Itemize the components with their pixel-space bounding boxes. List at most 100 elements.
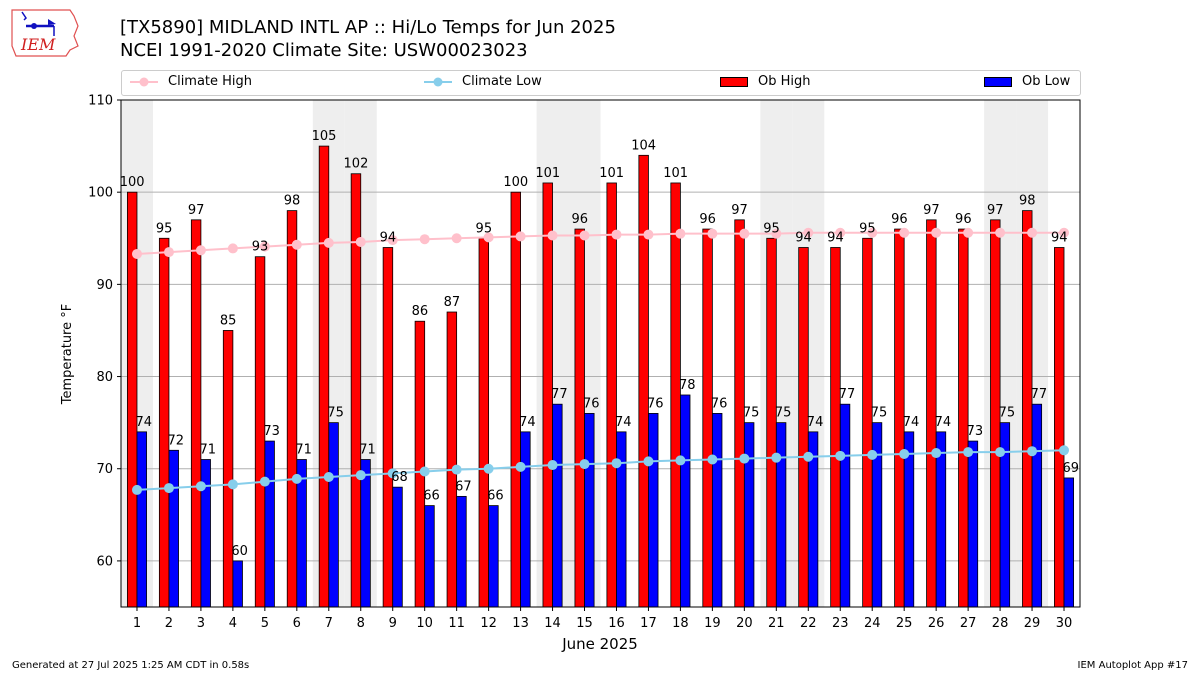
climate-high-point (867, 227, 878, 238)
x-tick-label: 11 (448, 616, 465, 631)
ob-high-label: 101 (663, 166, 688, 181)
ob-low-label: 74 (519, 415, 536, 430)
ob-low-label: 73 (263, 424, 280, 439)
ob-high-label: 104 (631, 138, 656, 153)
ob-high-label: 95 (763, 221, 780, 236)
x-tick-label: 27 (960, 616, 977, 631)
climate-high-point (419, 234, 430, 245)
ob-high-label: 94 (1051, 230, 1068, 245)
climate-low-point (963, 447, 974, 458)
ob-high-label: 94 (795, 230, 812, 245)
climate-high-point (259, 241, 270, 252)
x-tick-label: 21 (768, 616, 785, 631)
ob-low-label: 76 (647, 396, 664, 411)
x-tick-label: 19 (704, 616, 721, 631)
ob-high-label: 96 (571, 212, 588, 227)
climate-high-point (899, 227, 910, 238)
ob-low-bar (967, 440, 979, 608)
climate-low-point (1027, 446, 1038, 457)
ob-high-bar (670, 182, 681, 608)
climate-high-point (579, 230, 590, 241)
ob-low-label: 74 (807, 415, 824, 430)
x-tick-label: 4 (229, 616, 237, 631)
climate-low-point (515, 461, 526, 472)
x-tick-label: 7 (325, 616, 333, 631)
legend-item-ob-high: Ob High (720, 74, 811, 89)
ob-low-bar (136, 431, 147, 608)
x-tick-label: 22 (800, 616, 817, 631)
ob-low-bar (584, 413, 595, 608)
ob-low-bar (520, 431, 531, 608)
legend-label-ob-low: Ob Low (1022, 74, 1071, 89)
bars (126, 145, 1075, 608)
climate-high-point (163, 247, 174, 258)
climate-low-point (867, 449, 878, 460)
climate-low-point (739, 453, 750, 464)
svg-text:IEM: IEM (20, 35, 56, 54)
ob-low-bar (488, 505, 499, 608)
y-tick-label: 100 (88, 186, 113, 201)
climate-high-point (803, 227, 814, 238)
climate-lines (131, 227, 1070, 495)
x-tick-label: 23 (832, 616, 849, 631)
ob-low-label: 77 (551, 387, 568, 402)
climate-high-point (483, 232, 494, 243)
x-tick-label: 26 (928, 616, 945, 631)
ob-low-bar (775, 422, 787, 608)
y-axis-label: Temperature °F (60, 304, 75, 405)
ob-high-bar (318, 145, 330, 608)
climate-low-point (291, 473, 302, 484)
ob-low-label: 75 (871, 406, 888, 421)
climate-low-point (355, 470, 366, 481)
chart-subtitle: NCEI 1991-2020 Climate Site: USW00023023 (120, 40, 528, 61)
ob-low-label: 75 (743, 406, 760, 421)
climate-low-point (835, 450, 846, 461)
x-tick-label: 8 (357, 616, 365, 631)
ob-high-bar (606, 182, 617, 608)
ob-low-label: 60 (231, 544, 248, 559)
climate-high-point (515, 231, 526, 242)
x-tick-label: 9 (389, 616, 397, 631)
legend-label-climate-low: Climate Low (462, 74, 542, 89)
ob-high-bar (382, 247, 394, 608)
ob-high-label: 101 (599, 166, 624, 181)
ob-high-bar (1022, 210, 1033, 608)
climate-high-point (355, 236, 366, 247)
climate-high-point (707, 228, 718, 239)
ob-low-label: 71 (359, 443, 376, 458)
ob-low-label: 77 (839, 387, 856, 402)
ob-high-label: 96 (891, 212, 908, 227)
ob-high-label: 96 (699, 212, 716, 227)
ob-high-label: 100 (120, 175, 145, 190)
ob-low-label: 75 (999, 406, 1016, 421)
x-tick-label: 5 (261, 616, 269, 631)
ob-low-label: 66 (423, 489, 440, 504)
ob-low-label: 69 (1063, 461, 1080, 476)
ob-high-label: 94 (380, 230, 397, 245)
ob-high-bar (286, 210, 298, 608)
climate-low-point (771, 452, 782, 463)
ob-low-label: 74 (903, 415, 920, 430)
ob-low-label: 77 (1031, 387, 1048, 402)
ob-low-bar (328, 422, 339, 608)
ob-high-label: 97 (987, 203, 1004, 218)
x-tick-label: 17 (640, 616, 657, 631)
climate-low-point (579, 459, 590, 470)
iem-logo: IEM (11, 9, 79, 57)
x-tick-label: 16 (608, 616, 625, 631)
ob-high-bar (958, 228, 969, 608)
ob-high-label: 98 (1019, 194, 1036, 209)
y-tick-label: 90 (96, 278, 113, 293)
x-tick-label: 29 (1024, 616, 1041, 631)
climate-high-point (1027, 227, 1038, 238)
ob-low-bar (392, 486, 403, 608)
x-tick-label: 12 (480, 616, 497, 631)
climate-low-point (419, 466, 430, 477)
x-axis-label: June 2025 (561, 635, 638, 653)
legend-item-climate-low: Climate Low (424, 74, 542, 89)
legend-item-climate-high: Climate High (130, 74, 252, 89)
ob-low-label: 78 (679, 378, 696, 393)
x-tick-label: 15 (576, 616, 593, 631)
climate-low-point (387, 468, 398, 479)
